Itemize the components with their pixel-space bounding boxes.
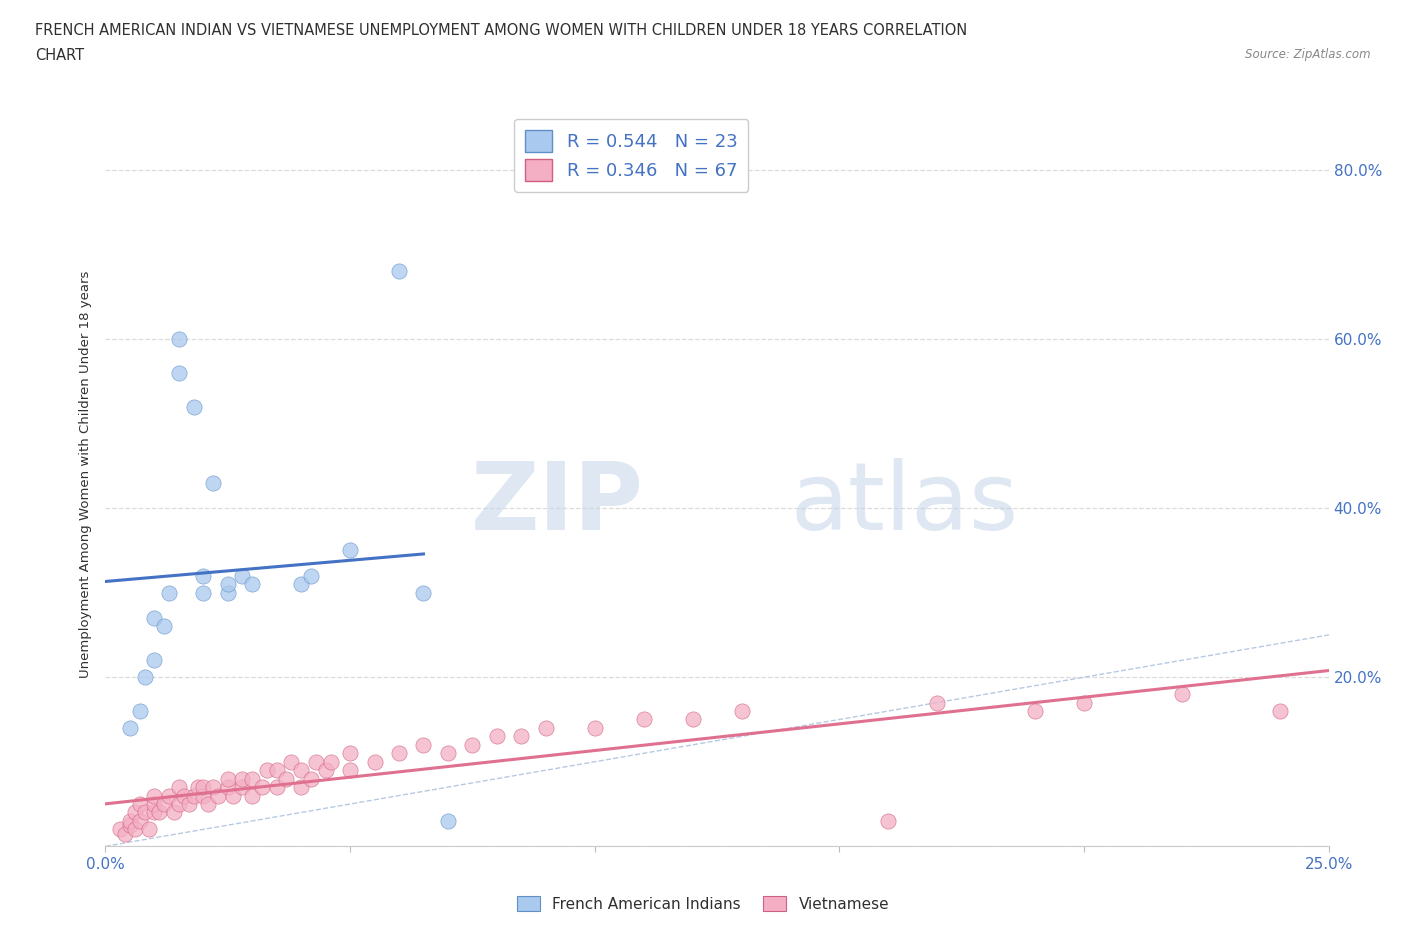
- Point: [118, 817, 141, 832]
- Point: [315, 763, 337, 777]
- Point: [1073, 695, 1095, 710]
- Point: [143, 805, 166, 820]
- Point: [138, 822, 160, 837]
- Point: [134, 805, 156, 820]
- Point: [485, 729, 508, 744]
- Point: [240, 788, 263, 803]
- Point: [280, 754, 302, 769]
- Point: [221, 788, 243, 803]
- Point: [276, 771, 298, 786]
- Point: [177, 797, 200, 812]
- Point: [153, 619, 176, 634]
- Point: [157, 585, 180, 600]
- Point: [193, 779, 215, 794]
- Point: [1171, 686, 1194, 701]
- Point: [202, 475, 225, 490]
- Point: [143, 653, 166, 668]
- Point: [143, 611, 166, 626]
- Point: [217, 585, 239, 600]
- Point: [730, 704, 752, 719]
- Point: [231, 771, 253, 786]
- Point: [319, 754, 342, 769]
- Point: [187, 779, 209, 794]
- Point: [128, 797, 150, 812]
- Point: [124, 805, 146, 820]
- Point: [339, 763, 361, 777]
- Point: [134, 670, 156, 684]
- Point: [437, 746, 460, 761]
- Point: [682, 712, 704, 727]
- Point: [633, 712, 655, 727]
- Point: [231, 568, 253, 583]
- Point: [167, 797, 190, 812]
- Point: [256, 763, 278, 777]
- Point: [437, 814, 460, 829]
- Point: [108, 822, 131, 837]
- Point: [266, 779, 288, 794]
- Point: [1024, 704, 1046, 719]
- Point: [339, 543, 361, 558]
- Point: [197, 797, 219, 812]
- Point: [143, 788, 166, 803]
- Point: [363, 754, 385, 769]
- Point: [114, 826, 136, 841]
- Point: [118, 814, 141, 829]
- Text: FRENCH AMERICAN INDIAN VS VIETNAMESE UNEMPLOYMENT AMONG WOMEN WITH CHILDREN UNDE: FRENCH AMERICAN INDIAN VS VIETNAMESE UNE…: [35, 23, 967, 38]
- Y-axis label: Unemployment Among Women with Children Under 18 years: Unemployment Among Women with Children U…: [79, 271, 93, 678]
- Point: [128, 704, 150, 719]
- Legend: French American Indians, Vietnamese: French American Indians, Vietnamese: [510, 889, 896, 918]
- Point: [173, 788, 195, 803]
- Point: [927, 695, 949, 710]
- Point: [388, 264, 411, 279]
- Point: [193, 568, 215, 583]
- Point: [183, 788, 205, 803]
- Point: [583, 721, 606, 736]
- Point: [217, 577, 239, 591]
- Point: [207, 788, 229, 803]
- Point: [157, 788, 180, 803]
- Point: [266, 763, 288, 777]
- Point: [193, 585, 215, 600]
- Point: [299, 771, 322, 786]
- Point: [290, 763, 312, 777]
- Point: [231, 779, 253, 794]
- Legend: R = 0.544   N = 23, R = 0.346   N = 67: R = 0.544 N = 23, R = 0.346 N = 67: [515, 119, 748, 192]
- Point: [388, 746, 411, 761]
- Point: [534, 721, 557, 736]
- Point: [153, 797, 176, 812]
- Point: [202, 779, 225, 794]
- Point: [183, 399, 205, 414]
- Point: [148, 805, 170, 820]
- Point: [118, 721, 141, 736]
- Point: [339, 746, 361, 761]
- Text: CHART: CHART: [35, 48, 84, 63]
- Point: [217, 779, 239, 794]
- Point: [290, 577, 312, 591]
- Point: [461, 737, 484, 752]
- Point: [305, 754, 328, 769]
- Point: [143, 797, 166, 812]
- Point: [877, 814, 900, 829]
- Text: Source: ZipAtlas.com: Source: ZipAtlas.com: [1246, 48, 1371, 61]
- Point: [217, 771, 239, 786]
- Point: [299, 568, 322, 583]
- Point: [124, 822, 146, 837]
- Text: atlas: atlas: [790, 458, 1019, 550]
- Point: [128, 814, 150, 829]
- Point: [290, 779, 312, 794]
- Point: [193, 788, 215, 803]
- Point: [240, 577, 263, 591]
- Point: [412, 585, 434, 600]
- Point: [163, 805, 186, 820]
- Point: [167, 332, 190, 347]
- Point: [250, 779, 273, 794]
- Point: [412, 737, 434, 752]
- Text: ZIP: ZIP: [471, 458, 644, 550]
- Point: [240, 771, 263, 786]
- Point: [167, 365, 190, 380]
- Point: [1268, 704, 1291, 719]
- Point: [167, 779, 190, 794]
- Point: [510, 729, 533, 744]
